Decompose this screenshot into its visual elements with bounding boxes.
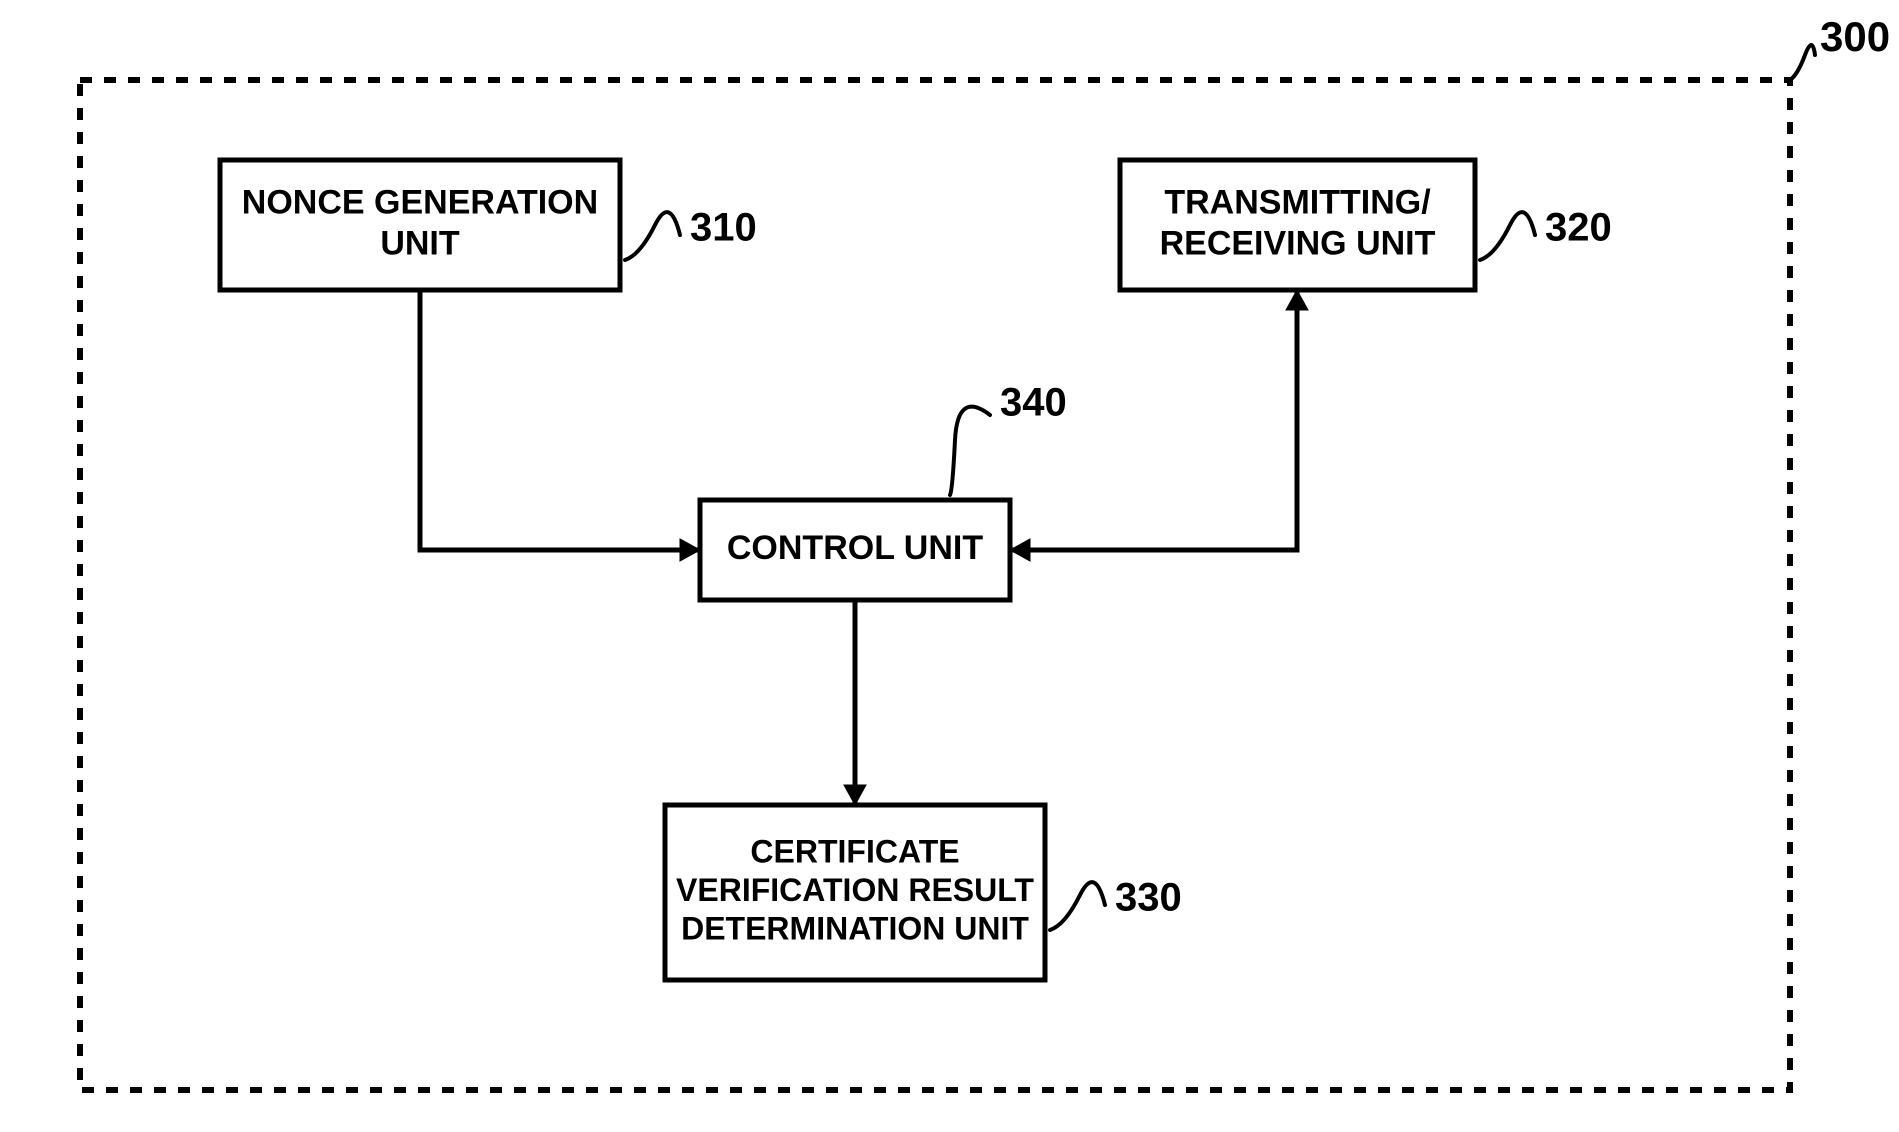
nonce-label: NONCE GENERATION xyxy=(242,184,598,222)
nonce-to-control xyxy=(420,290,700,550)
nonce-label: UNIT xyxy=(380,224,460,262)
block-diagram: 300 NONCE GENERATIONUNIT 310 TRANSMITTING/R… xyxy=(0,0,1899,1132)
cert-label: CERTIFICATE xyxy=(750,834,959,870)
cert-ref: 330 xyxy=(1115,876,1182,920)
txrx-label: TRANSMITTING/ xyxy=(1164,184,1431,222)
cert-label: VERIFICATION RESULT xyxy=(676,872,1034,908)
container-ref: 300 xyxy=(1820,13,1890,60)
control-ref: 340 xyxy=(1000,381,1067,425)
cert-label: DETERMINATION UNIT xyxy=(681,910,1029,946)
nonce-ref: 310 xyxy=(690,206,757,250)
control-label: CONTROL UNIT xyxy=(727,529,983,567)
txrx-ref: 320 xyxy=(1545,206,1612,250)
txrx-label: RECEIVING UNIT xyxy=(1160,224,1436,262)
